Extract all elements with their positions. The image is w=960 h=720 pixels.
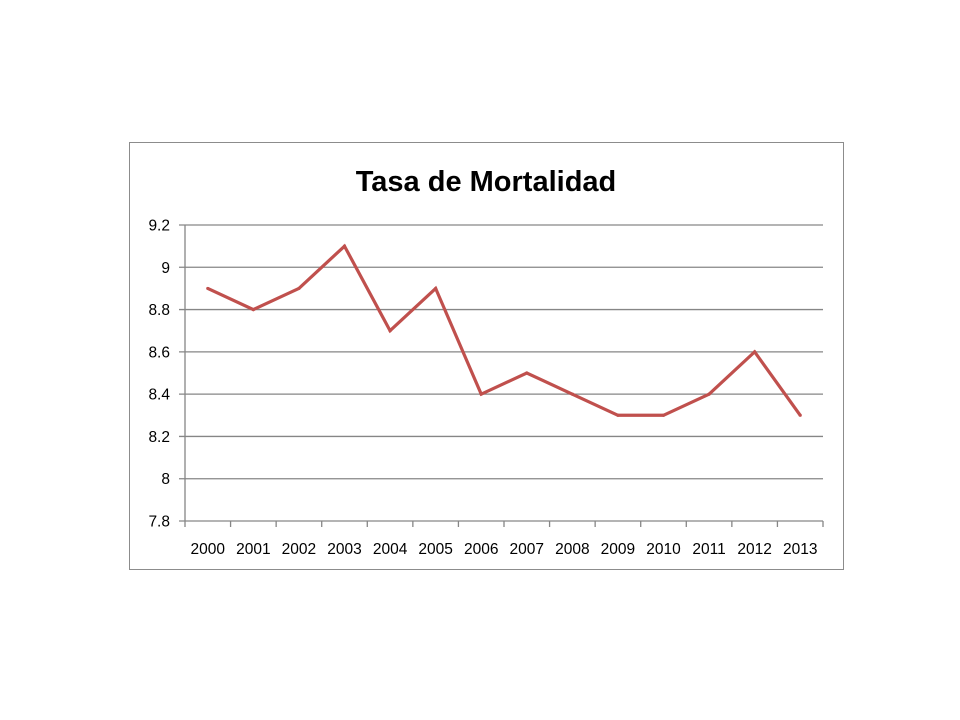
series-layer bbox=[206, 243, 802, 417]
data-point bbox=[525, 371, 529, 375]
data-point bbox=[707, 392, 711, 396]
x-tick-label: 2006 bbox=[464, 541, 498, 558]
x-tick-label: 2005 bbox=[418, 541, 452, 558]
y-tick-label: 8.4 bbox=[148, 387, 170, 404]
x-tick-label: 2009 bbox=[601, 541, 635, 558]
x-tick-label: 2003 bbox=[327, 541, 361, 558]
x-tick-label: 2007 bbox=[510, 541, 544, 558]
x-tick-label: 2011 bbox=[692, 541, 725, 558]
x-tick-label: 2012 bbox=[737, 541, 771, 558]
x-tick-label: 2013 bbox=[783, 541, 817, 558]
data-point bbox=[479, 392, 483, 396]
x-tick-labels: 2000 2001 2002 2003 2004 2005 2006 2007 2008 2009… bbox=[191, 541, 818, 558]
data-point bbox=[798, 413, 802, 417]
data-point bbox=[434, 286, 438, 291]
data-point bbox=[570, 392, 574, 396]
data-point bbox=[661, 413, 666, 417]
series-line bbox=[207, 243, 802, 417]
y-tick-label: 9 bbox=[161, 260, 170, 277]
x-tick-label: 2000 bbox=[191, 541, 226, 558]
y-tick-label: 9.2 bbox=[148, 218, 170, 235]
chart-frame bbox=[129, 142, 844, 570]
data-point bbox=[206, 286, 210, 291]
axes bbox=[179, 225, 824, 527]
y-tick-label: 8.6 bbox=[148, 344, 170, 361]
y-tick-labels: 7.8 8 8.2 8.4 8.6 8.8 9 9.2 bbox=[148, 218, 170, 531]
y-tick-label: 8.2 bbox=[148, 429, 170, 446]
x-tick-label: 2008 bbox=[555, 541, 589, 558]
gridlines bbox=[179, 224, 823, 480]
chart-title: Tasa de Mortalidad bbox=[356, 166, 617, 198]
data-point bbox=[251, 307, 255, 312]
y-tick-label: 7.8 bbox=[148, 514, 170, 531]
data-point bbox=[388, 329, 392, 333]
data-point bbox=[616, 413, 620, 417]
data-point bbox=[297, 286, 301, 291]
data-point bbox=[342, 244, 347, 248]
x-tick-label: 2001 bbox=[236, 541, 270, 558]
y-tick-label: 8.8 bbox=[148, 302, 170, 319]
x-tick-label: 2002 bbox=[282, 541, 316, 558]
x-tick-label: 2004 bbox=[373, 541, 408, 558]
y-tick-label: 8 bbox=[161, 471, 170, 488]
data-point bbox=[753, 350, 757, 354]
x-tick-label: 2010 bbox=[646, 541, 681, 558]
